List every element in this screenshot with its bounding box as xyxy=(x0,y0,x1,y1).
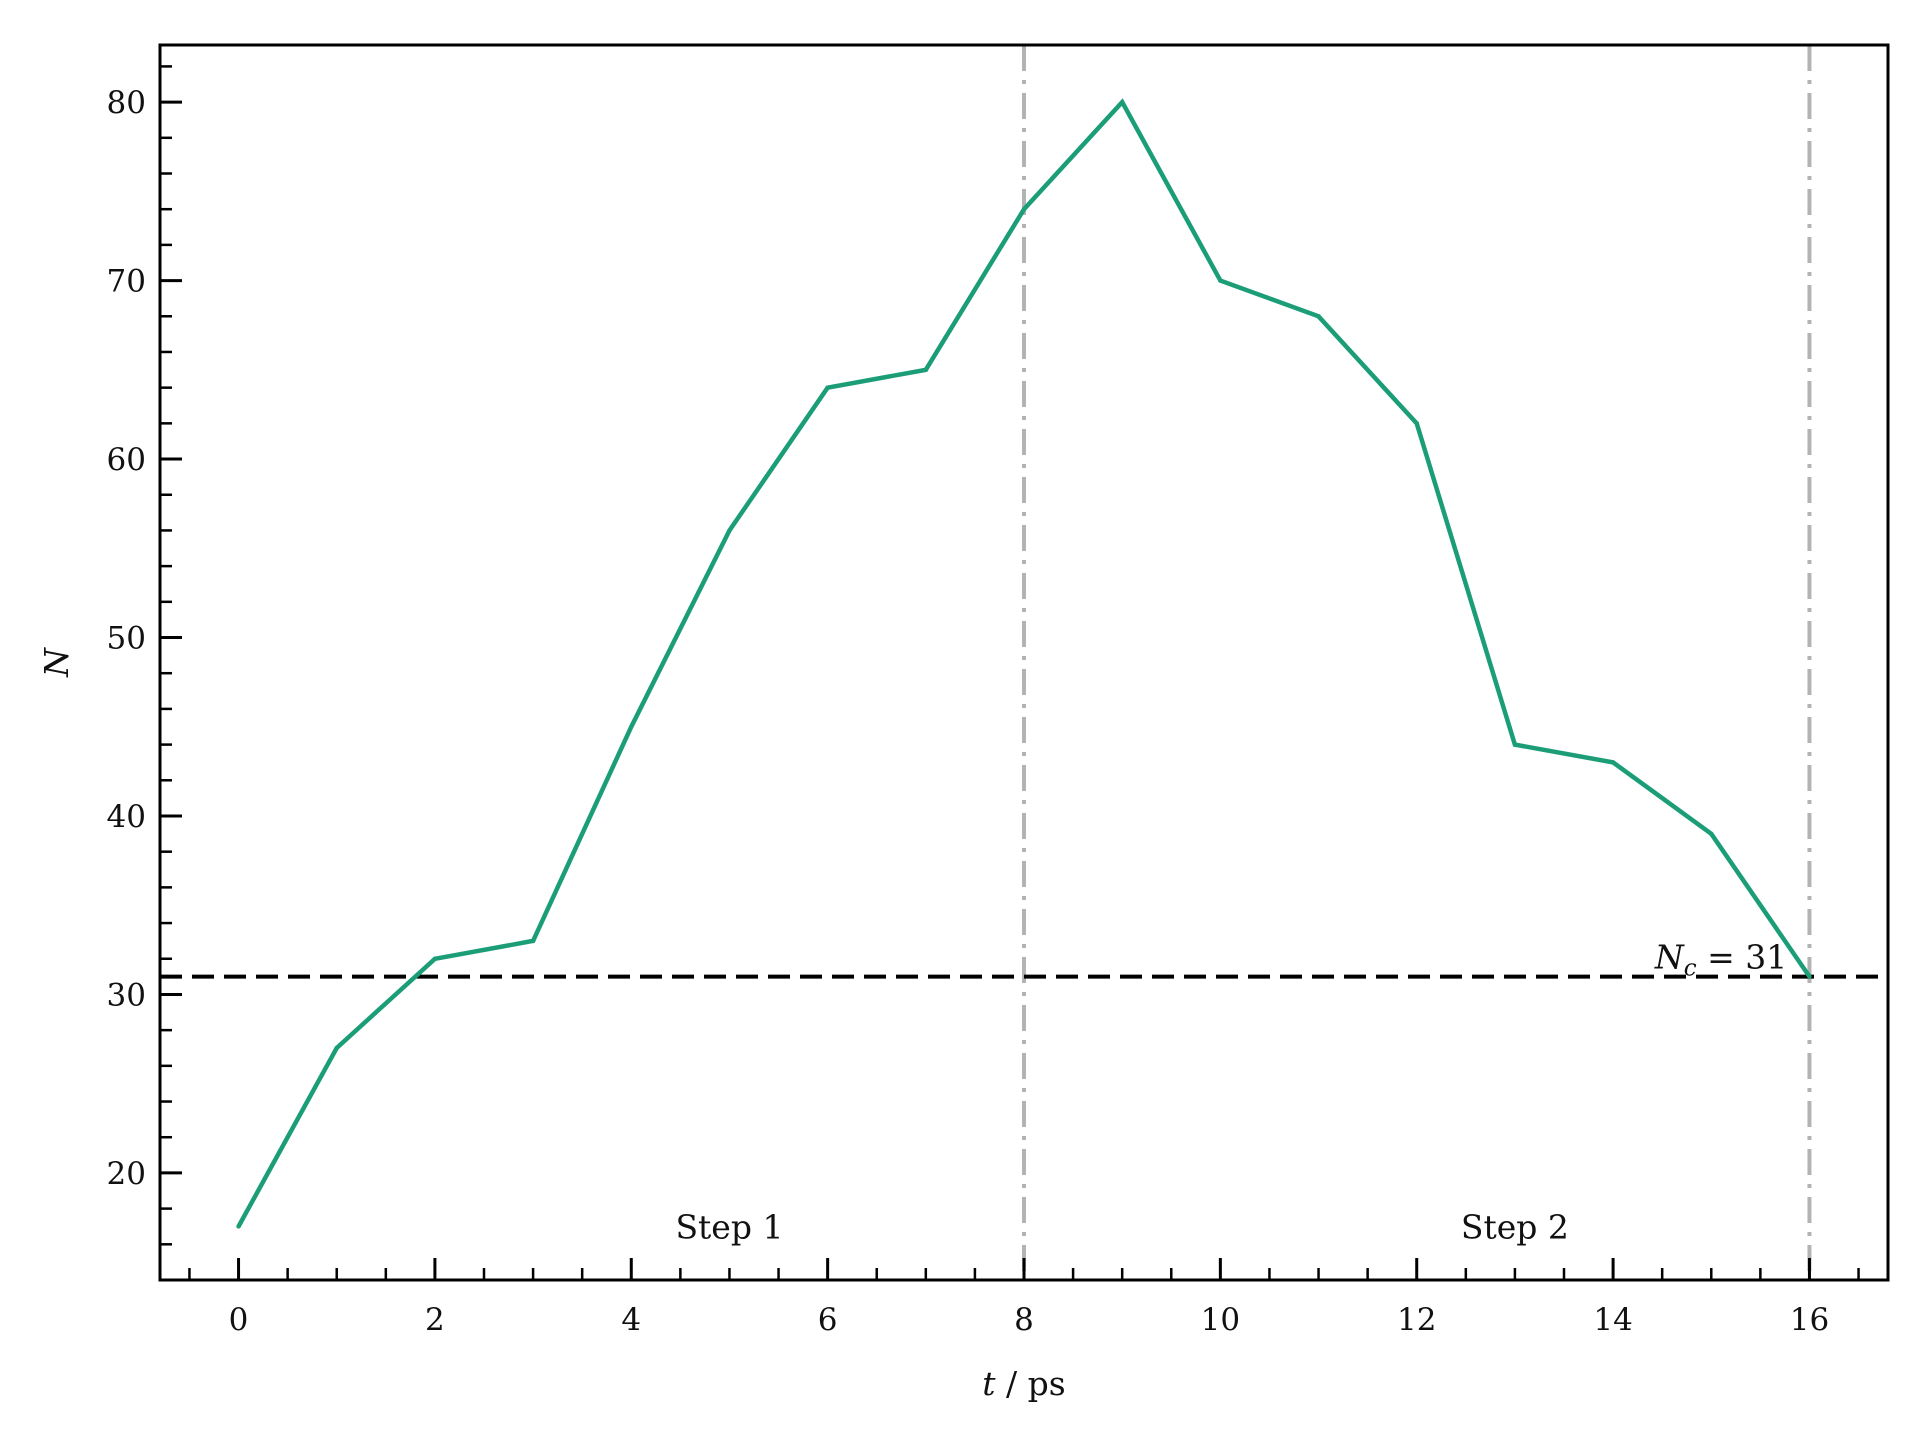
data-point xyxy=(1119,99,1125,105)
x-axis-title: t / ps xyxy=(982,1364,1065,1403)
data-point xyxy=(629,724,634,729)
data-point xyxy=(923,367,929,373)
x-tick-label: 6 xyxy=(818,1302,838,1338)
x-tick-label: 0 xyxy=(229,1302,249,1338)
ticks-layer xyxy=(160,65,1860,1280)
hline-label: Nc = 31 xyxy=(1654,938,1787,982)
data-point xyxy=(530,938,536,944)
x-tick-label: 16 xyxy=(1790,1302,1829,1338)
data-point xyxy=(1709,831,1714,837)
x-tick-label: 12 xyxy=(1397,1302,1436,1338)
reference-lines-layer xyxy=(160,45,1888,1280)
data-point xyxy=(432,956,438,961)
plot-frame-layer xyxy=(158,43,1890,1282)
data-point xyxy=(1414,421,1419,426)
x-tick-label: 14 xyxy=(1593,1302,1632,1338)
data-point xyxy=(334,1045,339,1051)
data-point xyxy=(1610,760,1616,765)
step-annotation-1: Step 1 xyxy=(675,1207,783,1246)
data-point xyxy=(1807,974,1812,979)
y-axis-title: N xyxy=(37,647,76,678)
data-point xyxy=(1021,206,1027,212)
labels-layer: Nc = 31 0 2 4 6 8 10 12 14 16 20 30 40 50 60 70 80 t / ps… xyxy=(37,85,1829,1403)
data-point xyxy=(236,1224,241,1229)
data-point xyxy=(1218,278,1223,283)
y-tick-label: 60 xyxy=(107,442,146,478)
step-annotation-2: Step 2 xyxy=(1461,1207,1569,1246)
x-tick-label: 2 xyxy=(425,1302,445,1338)
y-tick-label: 40 xyxy=(107,799,146,835)
y-tick-label: 70 xyxy=(107,264,146,300)
y-tick-label: 50 xyxy=(107,621,146,657)
y-tick-label: 20 xyxy=(107,1156,146,1192)
data-point xyxy=(727,528,732,533)
data-point xyxy=(1512,742,1518,747)
x-tick-label: 8 xyxy=(1014,1302,1034,1338)
data-point xyxy=(1316,314,1321,319)
y-tick-label: 80 xyxy=(107,85,146,121)
series-layer xyxy=(236,98,1812,1229)
x-tick-label: 4 xyxy=(621,1302,641,1338)
data-point xyxy=(825,385,830,390)
plot-frame xyxy=(158,43,1890,1282)
y-tick-label: 30 xyxy=(107,977,146,1013)
x-tick-label: 10 xyxy=(1201,1302,1240,1338)
